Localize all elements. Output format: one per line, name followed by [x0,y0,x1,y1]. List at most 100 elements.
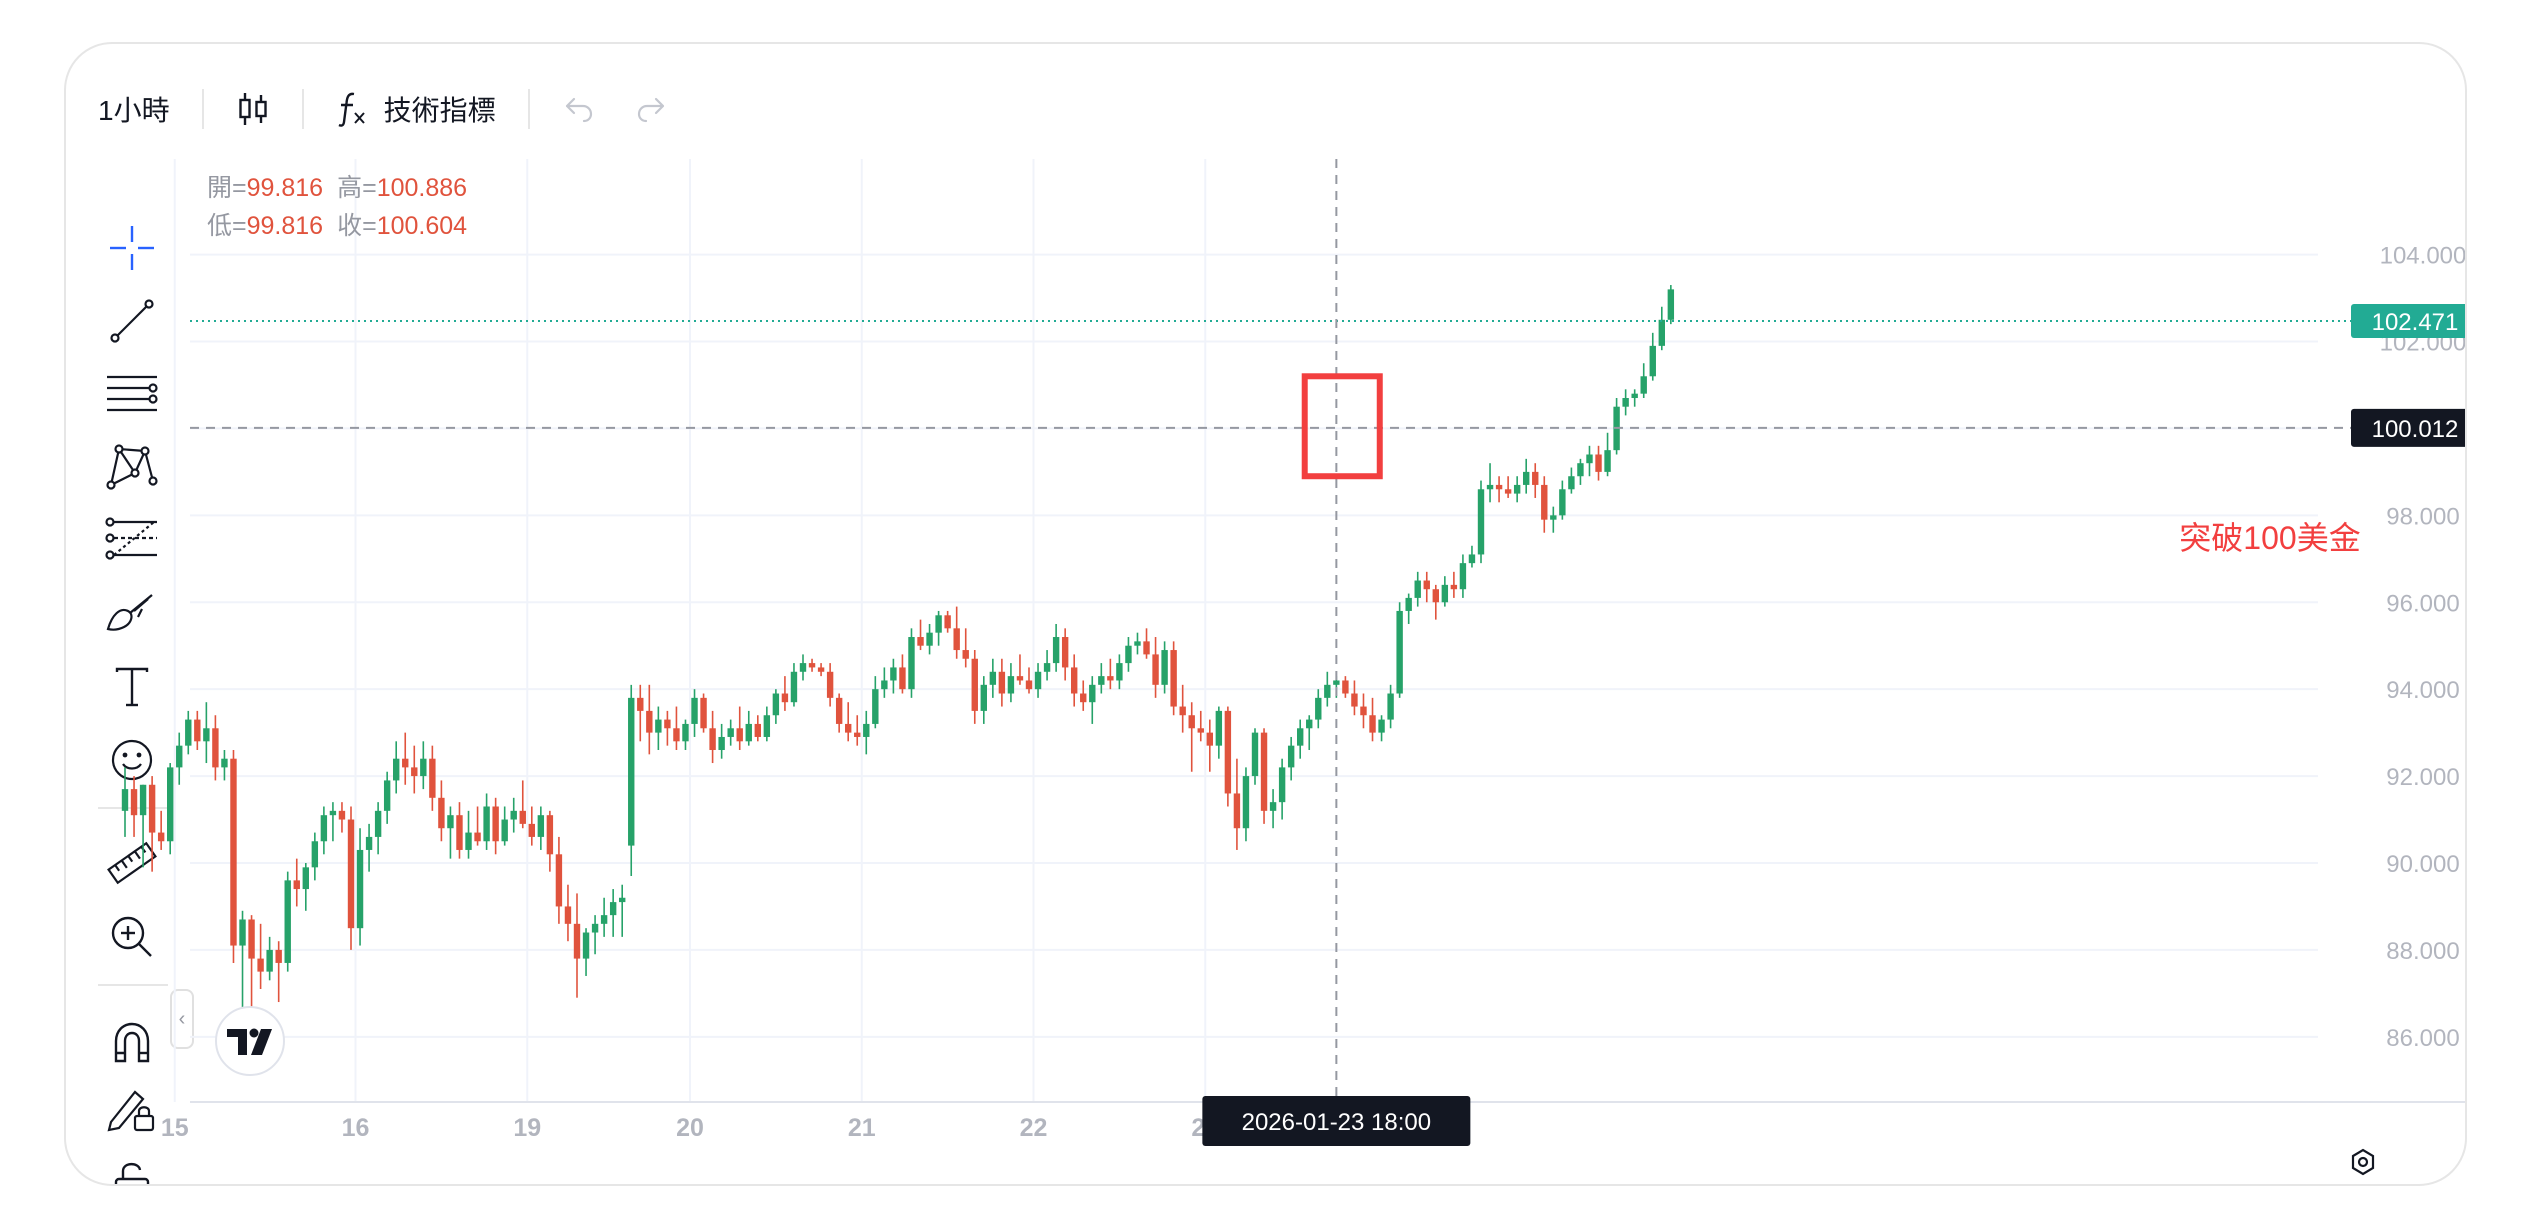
candle-body [329,810,337,816]
candle-body [1468,554,1476,564]
candle-body [835,697,843,724]
drawing-toolbar [86,174,178,1184]
indicators-button[interactable]: 技術指標 [336,89,496,129]
candle-body [248,919,255,959]
crosshair-price-badge [2351,408,2465,447]
emoji-icon[interactable] [97,730,167,790]
crosshair-time-label: 2026-01-23 18:00 [1242,1109,1432,1136]
candle-body [926,632,933,646]
candle-body [709,728,716,751]
candle-body [483,806,490,842]
candle-body [1387,693,1394,720]
candle-body [781,693,789,703]
candle-body [700,697,707,729]
ohlc-high-value: 100.886 [377,174,467,202]
candle-body [854,732,861,737]
candle-body [1278,767,1286,803]
candle-body [1052,637,1060,664]
candle-body [1306,719,1313,729]
pattern-icon[interactable] [97,436,167,496]
brush-icon[interactable] [97,584,167,644]
candle-body [1287,745,1295,768]
price-chart[interactable]: 104.000102.00098.00096.00094.00092.00090… [66,44,2465,1184]
candle-body [221,758,228,768]
candle-body [1161,650,1168,685]
fib-icon[interactable] [97,510,167,570]
candle-body [519,810,526,824]
time-axis-label: 22 [1020,1114,1048,1142]
chart-settings-icon[interactable] [2351,1148,2375,1176]
ruler-icon[interactable] [97,834,167,894]
candle-body [1577,463,1584,477]
candle-body [393,758,400,781]
price-axis-label: 104.000 [2380,243,2465,270]
candle-body [971,658,978,711]
candle-body [1125,645,1132,664]
candle-body [1315,697,1322,720]
price-axis-label: 86.000 [2386,1025,2459,1052]
text-icon[interactable] [97,657,167,717]
trendline-icon[interactable] [97,291,167,351]
candle-body [1550,515,1557,520]
candle-body [564,906,572,924]
redo-icon[interactable] [634,92,668,126]
candle-body [139,784,147,816]
candle-body [754,723,761,737]
lock-drawings-icon[interactable] [97,1079,167,1139]
candle-body [1242,776,1250,829]
undo-icon[interactable] [562,92,596,126]
candle-body [1568,476,1575,490]
candle-body [492,806,499,842]
candle-body [1513,484,1521,494]
candle-body [619,897,626,903]
candle-body [121,789,129,811]
magnet-icon[interactable] [97,1012,167,1072]
candle-body [1134,641,1141,646]
candle-body [1143,641,1150,655]
candle-body [1116,663,1123,681]
indicators-label: 技術指標 [383,95,496,126]
candle-body [1197,728,1204,733]
candle-body [365,836,373,850]
candlestick-icon[interactable] [236,89,270,129]
crosshair-time-badge [1202,1096,1471,1146]
annotation-label: 突破100美金 [2179,520,2360,556]
price-axis-label: 90.000 [2386,851,2459,878]
candle-body [736,728,743,742]
candle-body [637,697,644,711]
crosshair-icon[interactable] [97,218,167,278]
candle-body [293,880,300,890]
candle-body [881,680,888,690]
toolbar-divider [98,984,168,986]
candle-body [1532,471,1539,485]
candle-body [546,815,554,855]
candle-body [1188,715,1195,729]
candle-body [691,697,698,724]
candle-body [176,745,183,768]
candle-body [1351,693,1358,707]
candle-body [682,723,689,742]
candle-body [474,832,481,842]
horizontal-lines-icon[interactable] [97,364,167,424]
candle-body [1179,706,1186,716]
candle-body [383,780,391,811]
candle-body [447,815,454,829]
unlock-icon[interactable] [97,1152,167,1184]
candle-body [1559,489,1566,516]
price-axis-label: 98.000 [2386,503,2459,530]
candle-body [790,671,798,703]
zoom-in-icon[interactable] [97,907,167,967]
candle-body [411,767,418,777]
interval-selector[interactable]: 1小時 [98,89,170,129]
candle-body [1098,676,1105,685]
current-price-badge [2351,304,2465,339]
candle-body [438,797,445,829]
candle-body [420,758,427,777]
top-toolbar: 1小時 技術指標 [66,44,2465,174]
tradingview-logo[interactable] [215,1006,285,1076]
candle-body [1595,454,1602,472]
toolbar-divider [301,89,304,129]
candle-body [1360,706,1367,716]
candle-body [1414,580,1421,598]
time-axis-label: 19 [513,1114,541,1142]
